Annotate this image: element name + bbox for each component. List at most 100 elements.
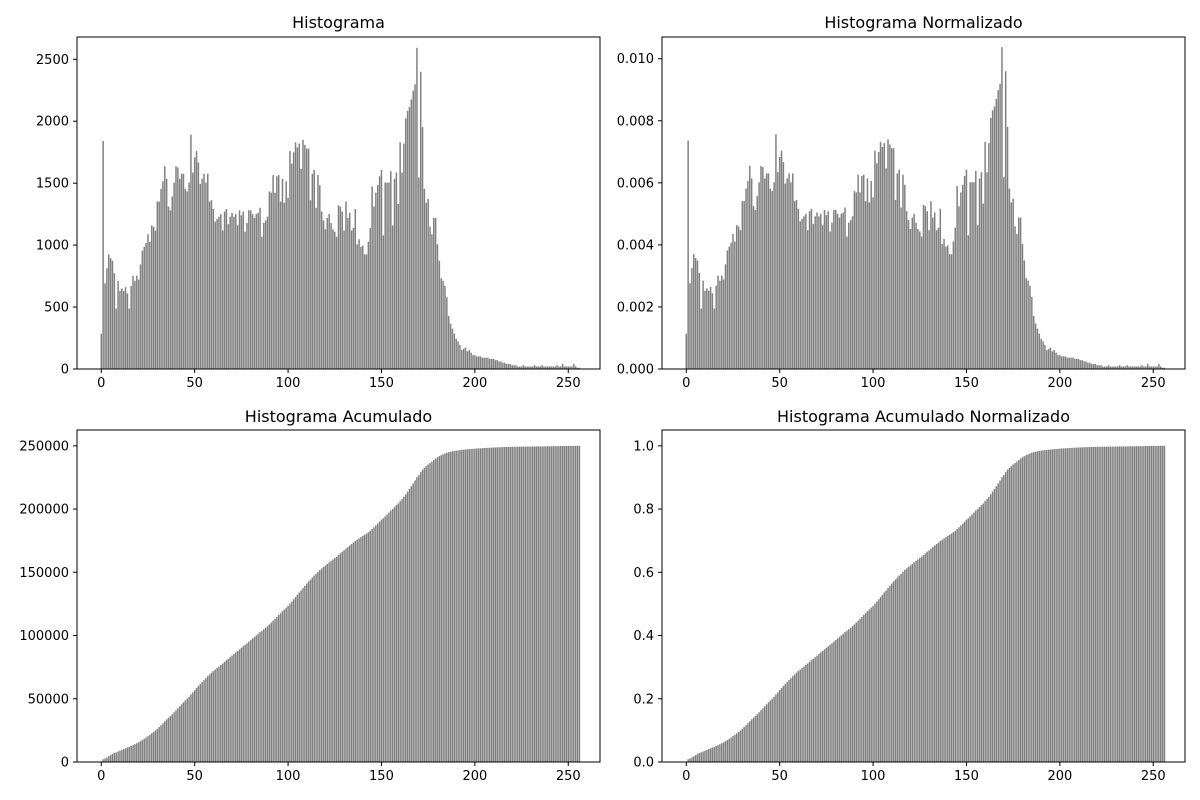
bar [887,139,889,369]
bar [423,467,426,762]
bar [227,658,230,762]
bar [724,741,727,762]
bar [115,752,117,762]
bar [872,197,874,369]
bar [924,553,927,762]
bar [561,363,564,369]
bar [823,649,826,762]
bar [266,216,269,369]
bar [1120,366,1123,369]
bar [1130,366,1132,369]
panel-histograma-normalizado: Histograma Normalizado 0 50 100 150 200 250 0.… [617,13,1186,391]
bar [272,620,274,762]
bar [113,273,116,369]
bar [702,280,704,369]
bar [1111,446,1113,762]
bar [879,141,882,369]
bar [384,516,386,762]
bar [1146,363,1149,369]
bar [840,213,843,369]
bar [517,446,519,762]
bar [231,212,233,369]
bar [156,728,159,762]
bar [767,702,770,762]
x-tick-label: 150 [369,376,394,391]
bar [343,230,345,369]
panel-histograma: Histograma 0 50 100 150 200 25005001000150020… [36,13,601,391]
bar [517,366,519,369]
bar [1081,447,1084,762]
bar [472,355,474,369]
x-tick-label: 50 [771,376,788,391]
bar [386,514,388,762]
x-tick-label: 200 [462,376,487,391]
bar [889,144,891,369]
bar [313,575,315,762]
bar [1094,363,1097,369]
bar [414,480,416,762]
bar [967,235,970,369]
bar [291,601,293,762]
bar [175,710,177,762]
bar [289,151,291,369]
bar [382,235,385,369]
bar [876,163,878,369]
bar [567,366,569,369]
bar [171,714,173,762]
y-tick-label: 0.004 [617,238,654,253]
bar [829,644,831,762]
bar [130,746,132,762]
bar [1128,446,1130,762]
bar [212,671,215,762]
bar [391,509,394,762]
bar [1047,348,1050,369]
bar [904,570,906,762]
bar [961,523,964,762]
bar [1107,446,1110,762]
bar [216,219,218,369]
bar [259,632,261,762]
bar [266,626,269,762]
bar [208,674,211,762]
bar [565,366,568,369]
bar [449,323,452,369]
bar [922,555,925,762]
bar [1098,365,1100,369]
bar [520,366,523,369]
bar [1036,451,1039,762]
bar [1021,244,1024,369]
bar [111,260,114,369]
bar [1023,260,1026,369]
bar [836,213,839,369]
bar [810,660,813,762]
bar [235,214,237,369]
bar [722,742,725,762]
bar [1107,365,1110,369]
bar [866,611,869,762]
bar [909,228,912,369]
bar [1029,453,1031,762]
bar [391,225,394,369]
x-tick-label: 0 [682,376,690,391]
bar [277,175,280,369]
bar [915,222,917,369]
bar [693,756,695,762]
bar [274,192,276,369]
bar [821,225,824,369]
bar [765,173,768,369]
bar [356,244,358,369]
bar [1118,365,1121,369]
bar [240,215,243,369]
bar [760,710,762,762]
bar [218,666,220,762]
bar [335,556,338,762]
bar [960,525,962,762]
bar [104,758,106,762]
bar [704,290,706,369]
bar [414,84,416,369]
bar [352,227,355,369]
bar [767,173,770,369]
bar [1092,363,1095,369]
bar [1001,47,1003,369]
bar [509,363,512,369]
